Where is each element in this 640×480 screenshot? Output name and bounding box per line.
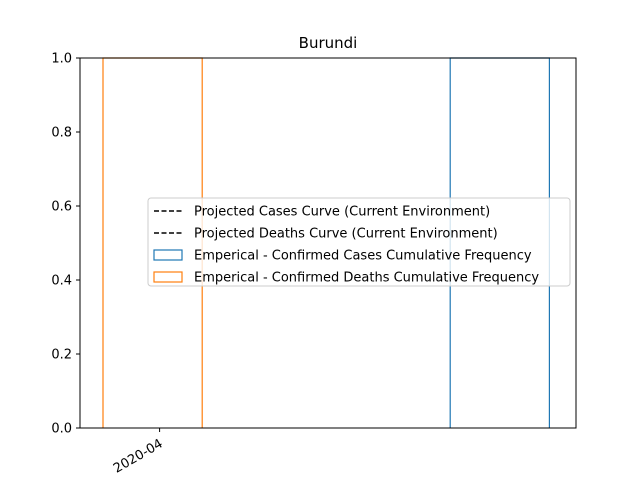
x-axis: 2020-04 [111,428,166,477]
y-tick-label: 0.6 [51,200,72,215]
legend-label-2: Emperical - Confirmed Cases Cumulative F… [194,249,532,264]
y-tick-label: 0.4 [51,274,72,289]
legend-label-0: Projected Cases Curve (Current Environme… [194,205,490,220]
legend-label-3: Emperical - Confirmed Deaths Cumulative … [194,271,539,286]
y-tick-label: 0.0 [51,422,72,437]
legend-swatch-3 [153,271,183,283]
y-axis: 0.0 0.2 0.4 0.6 0.8 1.0 [51,52,80,437]
axes-frame [79,57,577,429]
legend: Projected Cases Curve (Current Environme… [147,197,571,287]
legend-box [147,197,571,287]
y-tick-label: 0.8 [51,126,72,141]
y-tick-label: 1.0 [51,52,72,67]
legend-swatch-2 [153,249,183,261]
x-tick-label: 2020-04 [111,436,166,476]
y-tick-label: 0.2 [51,348,72,363]
chart-title: Burundi [299,34,358,52]
legend-items: Projected Cases Curve (Current Environme… [153,205,539,286]
legend-label-1: Projected Deaths Curve (Current Environm… [194,227,498,242]
